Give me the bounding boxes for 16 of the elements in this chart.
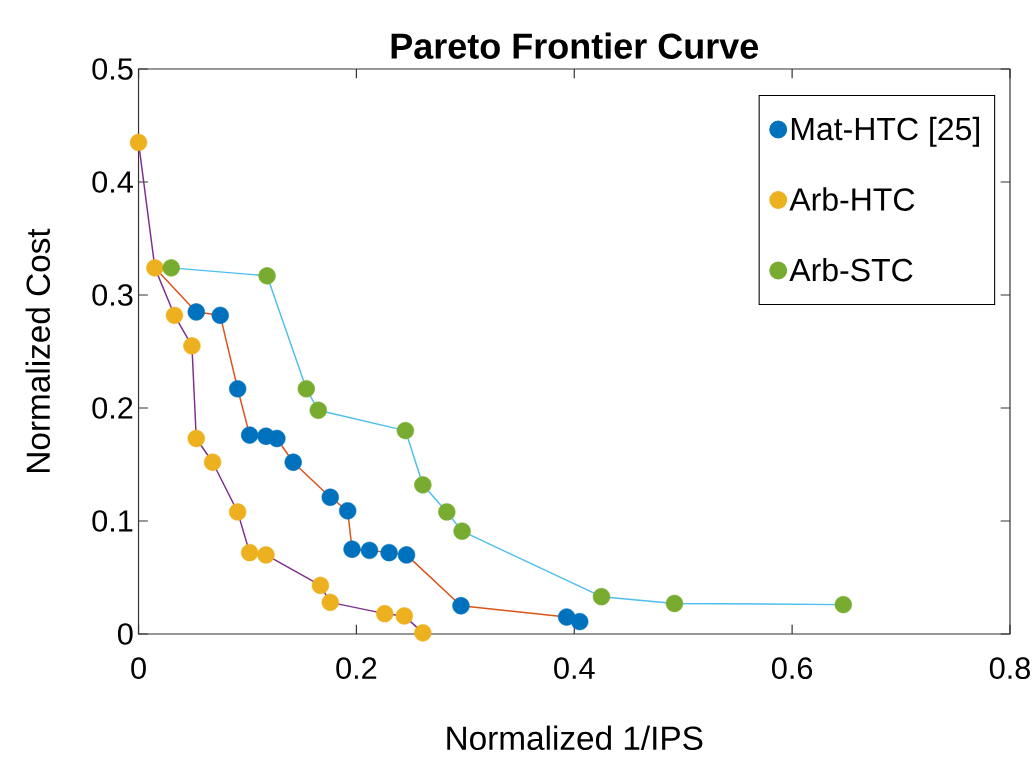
x-tick-label: 0.8 bbox=[989, 657, 1030, 680]
y-axis-title: Normalized Cost bbox=[25, 228, 51, 472]
legend-label: Mat-HTC [25] bbox=[791, 116, 979, 147]
y-tick-label: 0.2 bbox=[92, 397, 133, 419]
y-tick-label: 0.5 bbox=[92, 58, 133, 80]
y-tick-label: 0 bbox=[117, 623, 133, 645]
y-tick-label: 0.3 bbox=[92, 284, 133, 306]
chart-title: Pareto Frontier Curve bbox=[391, 32, 759, 59]
x-tick-label: 0.6 bbox=[772, 657, 813, 680]
legend-label: Arb-STC bbox=[789, 257, 913, 282]
legend-label: Arb-HTC bbox=[789, 187, 915, 211]
y-tick-label: 0.4 bbox=[92, 171, 133, 193]
y-tick-label: 0.1 bbox=[92, 510, 133, 532]
x-axis-title: Normalized 1/IPS bbox=[447, 725, 703, 751]
x-tick-label: 0.4 bbox=[554, 657, 595, 680]
x-tick-label: 0.2 bbox=[336, 657, 377, 680]
